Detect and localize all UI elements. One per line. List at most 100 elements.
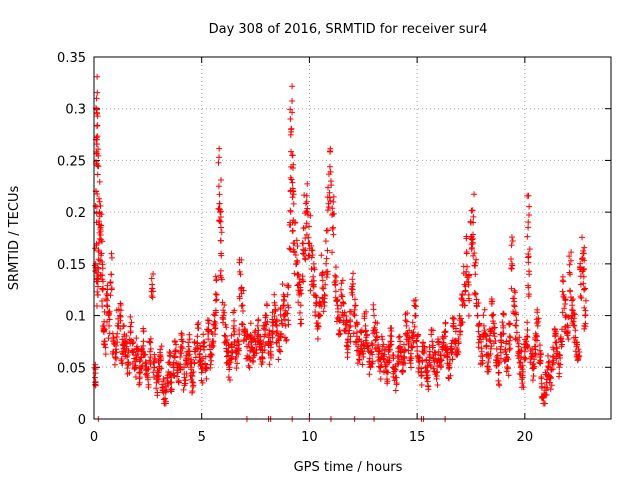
data-point [301,247,308,254]
data-point [127,329,134,336]
data-point [392,387,399,394]
data-point [288,125,295,132]
data-point [252,327,259,334]
data-point [111,361,118,368]
data-point [387,332,394,339]
data-point [122,338,129,345]
data-point [211,318,218,325]
data-point [180,386,187,393]
data-point [481,327,488,334]
data-point [333,297,340,304]
data-point [519,362,526,369]
data-point [217,237,224,244]
data-point [518,353,525,360]
data-point [94,122,101,129]
data-point [553,345,560,352]
data-point [217,267,224,274]
data-point [129,340,136,347]
data-point [236,268,243,275]
data-point [366,371,373,378]
data-point [95,247,102,254]
data-point [120,342,127,349]
data-point [222,338,229,345]
data-point [519,372,526,379]
data-point [398,368,405,375]
data-point [456,328,463,335]
data-point [287,207,294,214]
data-point [319,269,326,276]
data-point [497,346,504,353]
data-point [426,343,433,350]
data-point [369,351,376,358]
data-point [239,321,246,328]
data-point [492,337,499,344]
data-point [142,351,149,358]
x-axis-label: GPS time / hours [294,460,403,475]
data-point [236,331,243,338]
data-point [580,250,587,257]
data-point [551,327,558,334]
data-point [108,285,115,292]
data-point [292,261,299,268]
data-point [351,312,358,319]
data-point [344,346,351,353]
data-point [287,148,294,155]
data-point [272,321,279,328]
data-point [290,246,297,253]
data-point [495,360,502,367]
data-point [93,203,100,210]
data-point [401,346,408,353]
data-point [146,357,153,364]
data-point [136,358,143,365]
data-point [534,306,541,313]
data-point [339,277,346,284]
x-tick-label: 15 [409,430,426,445]
data-point [291,219,298,226]
data-point [566,269,573,276]
data-point [340,299,347,306]
data-point [402,317,409,324]
data-point [411,323,418,330]
data-point [124,339,131,346]
data-point [225,352,232,359]
data-point [414,348,421,355]
data-point [564,329,571,336]
data-point [174,373,181,380]
data-point [557,361,564,368]
data-point [524,342,531,349]
data-point [221,309,228,316]
data-point [103,302,110,309]
data-point [208,350,215,357]
data-point [511,287,518,294]
data-point [327,148,334,155]
data-point [558,343,565,350]
data-point [569,307,576,314]
data-point [284,282,291,289]
data-point [456,312,463,319]
data-point [212,307,219,314]
data-point [522,355,529,362]
data-point [126,369,133,376]
data-point [355,336,362,343]
data-point [525,224,532,231]
data-point [370,306,377,313]
data-point [442,320,449,327]
data-point [409,335,416,342]
plot-frame [93,56,612,420]
data-point [97,252,104,259]
data-point [204,317,211,324]
data-point [432,371,439,378]
data-point [94,113,101,120]
data-point [225,374,232,381]
data-point [239,302,246,309]
data-point [213,296,220,303]
data-point [525,284,532,291]
data-point [530,372,537,379]
data-point [290,191,297,198]
data-point [423,375,430,382]
data-point [471,191,478,198]
data-point [470,252,477,259]
data-point [290,200,297,207]
data-point [407,350,414,357]
data-point [577,260,584,267]
